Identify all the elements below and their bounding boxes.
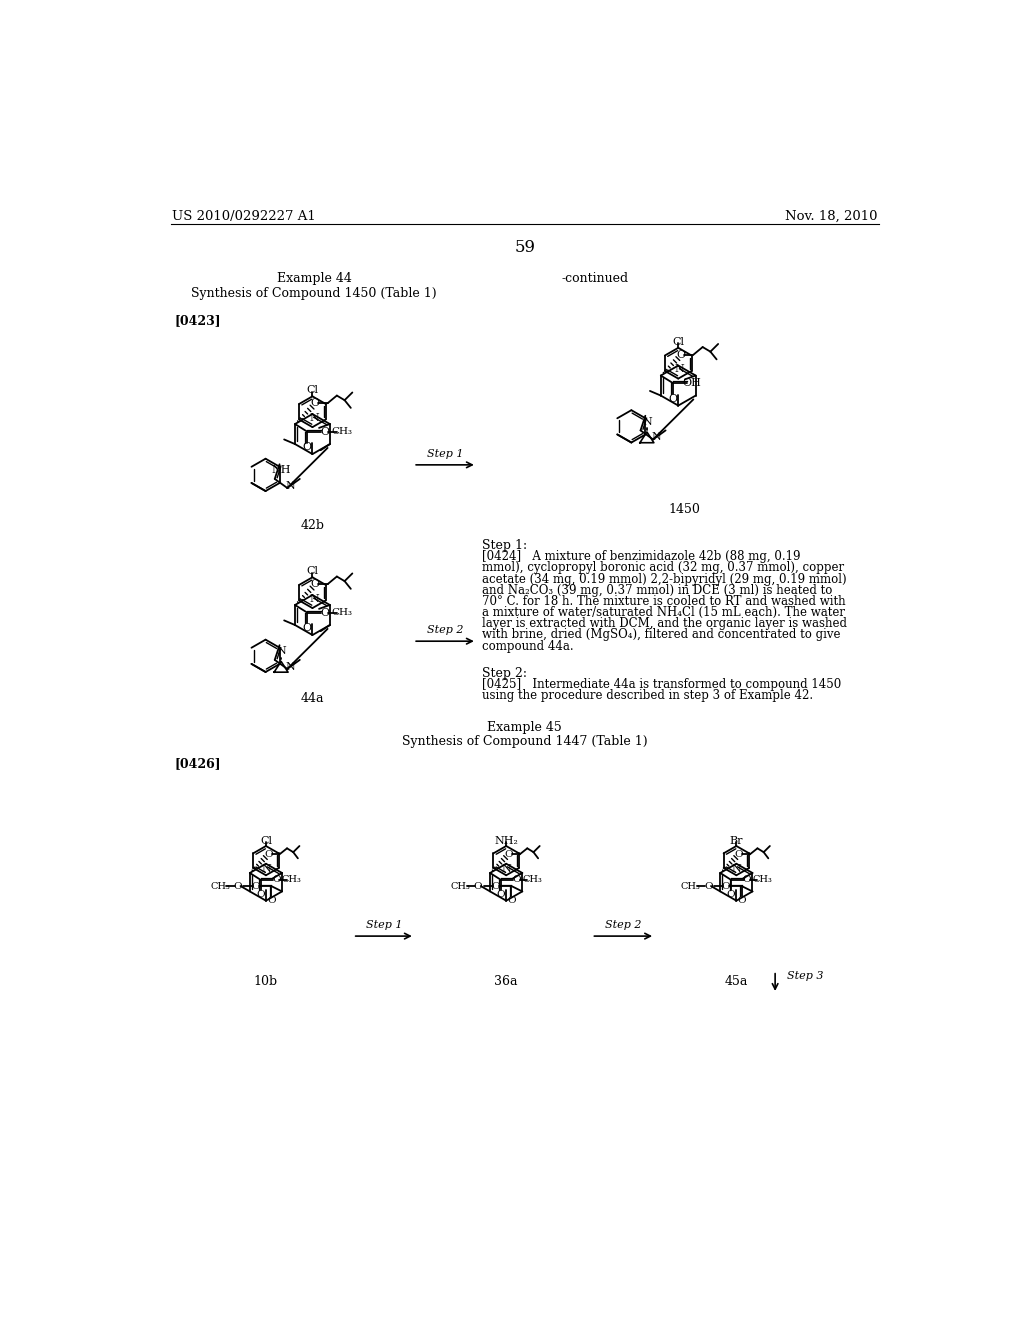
- Text: 59: 59: [514, 239, 536, 256]
- Text: NH₂: NH₂: [495, 836, 518, 846]
- Text: O: O: [734, 850, 743, 859]
- Text: O: O: [319, 607, 329, 618]
- Text: O: O: [669, 393, 678, 404]
- Text: Br: Br: [730, 836, 743, 846]
- Text: N: N: [309, 594, 318, 603]
- Text: O: O: [310, 579, 319, 589]
- Text: O: O: [252, 882, 260, 891]
- Text: O: O: [512, 875, 521, 884]
- Text: O: O: [474, 882, 482, 891]
- Text: CH₃: CH₃: [331, 428, 352, 436]
- Text: [0424]   A mixture of benzimidazole 42b (88 mg, 0.19: [0424] A mixture of benzimidazole 42b (8…: [482, 550, 801, 564]
- Text: O: O: [492, 882, 501, 891]
- Text: CH₃: CH₃: [210, 882, 230, 891]
- Text: O: O: [303, 442, 312, 453]
- Text: N: N: [276, 647, 286, 656]
- Text: Synthesis of Compound 1447 (Table 1): Synthesis of Compound 1447 (Table 1): [402, 735, 647, 748]
- Text: O: O: [256, 890, 265, 899]
- Text: O: O: [737, 896, 745, 906]
- Text: mmol), cyclopropyl boronic acid (32 mg, 0.37 mmol), copper: mmol), cyclopropyl boronic acid (32 mg, …: [482, 561, 845, 574]
- Text: N: N: [286, 661, 295, 672]
- Text: O: O: [727, 890, 735, 899]
- Text: 44a: 44a: [301, 692, 325, 705]
- Text: 1450: 1450: [669, 503, 700, 516]
- Text: O: O: [507, 896, 516, 906]
- Text: Cl: Cl: [260, 836, 272, 846]
- Text: 10b: 10b: [254, 974, 278, 987]
- Text: O: O: [267, 896, 275, 906]
- Text: O: O: [703, 882, 713, 891]
- Text: 70° C. for 18 h. The mixture is cooled to RT and washed with: 70° C. for 18 h. The mixture is cooled t…: [482, 595, 846, 609]
- Text: N: N: [286, 480, 295, 491]
- Text: Step 1: Step 1: [366, 920, 402, 931]
- Text: Step 2: Step 2: [427, 626, 463, 635]
- Text: O: O: [505, 850, 513, 859]
- Text: Cl: Cl: [306, 385, 318, 395]
- Text: O: O: [264, 850, 272, 859]
- Text: Example 44: Example 44: [276, 272, 351, 285]
- Text: N: N: [675, 364, 685, 375]
- Text: 36a: 36a: [495, 974, 518, 987]
- Text: Cl: Cl: [672, 337, 684, 347]
- Text: 45a: 45a: [725, 974, 749, 987]
- Text: Step 2: Step 2: [605, 920, 641, 931]
- Text: O: O: [497, 890, 505, 899]
- Text: O: O: [677, 350, 685, 360]
- Text: Synthesis of Compound 1450 (Table 1): Synthesis of Compound 1450 (Table 1): [191, 286, 437, 300]
- Text: layer is extracted with DCM, and the organic layer is washed: layer is extracted with DCM, and the org…: [482, 618, 847, 631]
- Text: US 2010/0292227 A1: US 2010/0292227 A1: [172, 210, 316, 223]
- Text: acetate (34 mg, 0.19 mmol) 2,2-bipyridyl (29 mg, 0.19 mmol): acetate (34 mg, 0.19 mmol) 2,2-bipyridyl…: [482, 573, 847, 586]
- Text: 42b: 42b: [300, 519, 325, 532]
- Text: CH₃: CH₃: [282, 875, 302, 884]
- Text: [0425]   Intermediate 44a is transformed to compound 1450: [0425] Intermediate 44a is transformed t…: [482, 678, 842, 692]
- Text: CH₃: CH₃: [331, 609, 352, 618]
- Text: Step 2:: Step 2:: [482, 667, 527, 680]
- Text: N: N: [651, 432, 662, 442]
- Text: O: O: [722, 882, 730, 891]
- Text: O: O: [303, 623, 312, 634]
- Text: [0426]: [0426]: [174, 758, 221, 771]
- Text: and Na₂CO₃ (39 mg, 0.37 mmol) in DCE (3 ml) is heated to: and Na₂CO₃ (39 mg, 0.37 mmol) in DCE (3 …: [482, 583, 833, 597]
- Text: N: N: [731, 865, 741, 874]
- Text: N: N: [502, 865, 511, 874]
- Text: O: O: [233, 882, 243, 891]
- Text: [0423]: [0423]: [174, 314, 221, 327]
- Text: OH: OH: [682, 379, 701, 388]
- Text: CH₃: CH₃: [451, 882, 470, 891]
- Text: Example 45: Example 45: [487, 721, 562, 734]
- Text: CH₃: CH₃: [522, 875, 542, 884]
- Text: with brine, dried (MgSO₄), filtered and concentrated to give: with brine, dried (MgSO₄), filtered and …: [482, 628, 841, 642]
- Text: Step 1: Step 1: [427, 449, 463, 459]
- Text: Cl: Cl: [306, 566, 318, 576]
- Text: N: N: [642, 417, 651, 426]
- Text: a mixture of water/saturated NH₄Cl (15 mL each). The water: a mixture of water/saturated NH₄Cl (15 m…: [482, 606, 845, 619]
- Text: Nov. 18, 2010: Nov. 18, 2010: [785, 210, 878, 223]
- Text: O: O: [319, 426, 329, 437]
- Text: N: N: [309, 413, 318, 422]
- Text: Step 3: Step 3: [786, 972, 823, 981]
- Text: compound 44a.: compound 44a.: [482, 640, 573, 652]
- Text: CH₃: CH₃: [681, 882, 700, 891]
- Text: CH₃: CH₃: [753, 875, 772, 884]
- Text: using the procedure described in step 3 of Example 42.: using the procedure described in step 3 …: [482, 689, 813, 702]
- Text: Step 1:: Step 1:: [482, 539, 527, 552]
- Text: O: O: [310, 399, 319, 408]
- Text: NH: NH: [271, 466, 291, 475]
- Text: N: N: [261, 865, 270, 874]
- Text: -continued: -continued: [562, 272, 629, 285]
- Text: O: O: [272, 875, 281, 884]
- Text: O: O: [742, 875, 751, 884]
